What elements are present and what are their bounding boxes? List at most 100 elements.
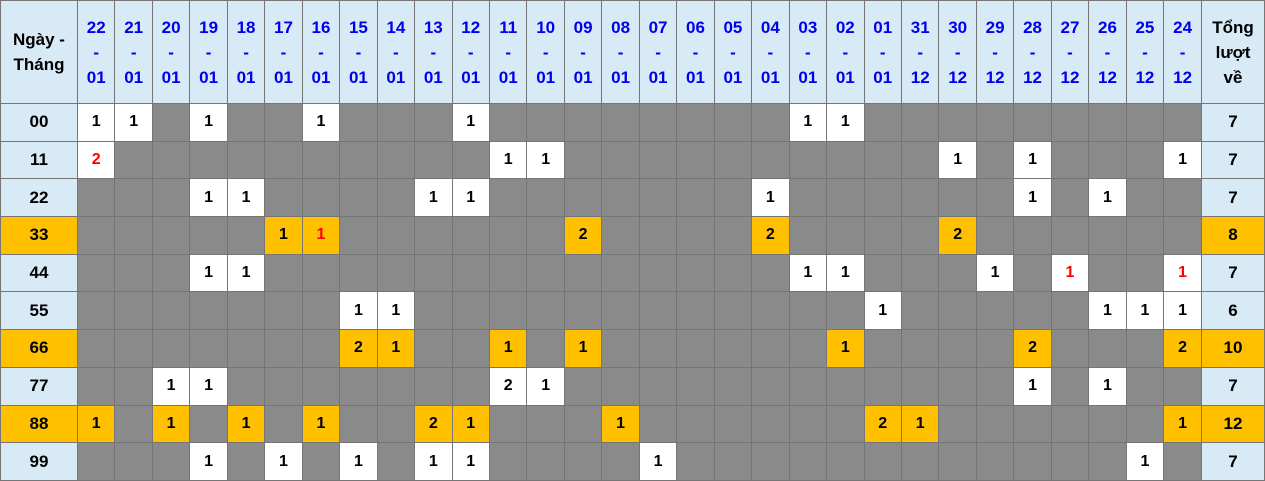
empty-cell-99-09-01 [563, 442, 603, 481]
date-header-text: 10 [536, 17, 556, 37]
date-header-20-01[interactable]: 20 - 01 [151, 0, 191, 104]
empty-cell-55-13-01 [414, 291, 453, 331]
empty-cell-66-12-01 [451, 329, 490, 368]
value-cell-33-17-01: 1 [264, 216, 303, 255]
date-header-text: 01 [124, 67, 144, 87]
date-header-05-01[interactable]: 05 - 01 [713, 0, 753, 104]
date-header-text: 01 [161, 67, 181, 87]
total-header-line2: lượt [1215, 42, 1251, 62]
date-header-text: 12 [1135, 67, 1155, 87]
value-cell-22-04-01: 1 [751, 178, 790, 218]
date-header-02-01[interactable]: 02 - 01 [826, 0, 865, 104]
value-cell-00-12-01: 1 [451, 103, 490, 142]
date-header-03-01[interactable]: 03 - 01 [788, 0, 828, 104]
date-header-text: 22 [86, 17, 106, 37]
date-header-text: 01 [573, 67, 593, 87]
date-header-30-12[interactable]: 30 - 12 [938, 0, 977, 104]
value-cell-66-15-01: 2 [339, 329, 378, 368]
date-header-09-01[interactable]: 09 - 01 [563, 0, 603, 104]
date-header-text: - [93, 42, 100, 62]
empty-cell-44-11-01 [488, 253, 528, 293]
date-header-14-01[interactable]: 14 - 01 [376, 0, 416, 104]
empty-cell-22-25-12 [1125, 178, 1165, 218]
date-header-17-01[interactable]: 17 - 01 [264, 0, 303, 104]
date-header-text: 24 [1173, 17, 1193, 37]
empty-cell-44-13-01 [414, 253, 453, 293]
date-header-text: 12 [461, 17, 481, 37]
date-header-01-01[interactable]: 01 - 01 [863, 0, 902, 104]
date-header-29-12[interactable]: 29 - 12 [975, 0, 1015, 104]
empty-cell-33-13-01 [414, 216, 453, 255]
empty-cell-88-28-12 [1013, 404, 1052, 444]
date-header-08-01[interactable]: 08 - 01 [601, 0, 640, 104]
empty-cell-44-25-12 [1125, 253, 1165, 293]
empty-cell-22-30-12 [938, 178, 977, 218]
empty-cell-44-28-12 [1013, 253, 1052, 293]
row-label-22: 22 [0, 178, 78, 218]
date-header-28-12[interactable]: 28 - 12 [1013, 0, 1052, 104]
empty-cell-99-26-12 [1088, 442, 1127, 481]
empty-cell-77-24-12 [1163, 366, 1202, 406]
row-label-99: 99 [0, 442, 78, 481]
empty-cell-99-10-01 [526, 442, 565, 481]
date-header-18-01[interactable]: 18 - 01 [226, 0, 266, 104]
date-header-text: - [393, 42, 399, 62]
pair-row-00: 00 1 1 1 1 1 1 1 7 [0, 103, 1265, 142]
date-header-27-12[interactable]: 27 - 12 [1050, 0, 1090, 104]
empty-cell-88-25-12 [1125, 404, 1165, 444]
empty-cell-99-22-01 [76, 442, 116, 481]
empty-cell-55-19-01 [189, 291, 228, 331]
date-header-text: - [280, 42, 287, 62]
date-header-24-12[interactable]: 24 - 12 [1163, 0, 1202, 104]
empty-cell-11-26-12 [1088, 140, 1127, 180]
empty-cell-22-03-01 [788, 178, 828, 218]
empty-cell-66-29-12 [975, 329, 1015, 368]
date-header-06-01[interactable]: 06 - 01 [676, 0, 715, 104]
date-header-31-12[interactable]: 31 - 12 [900, 0, 940, 104]
empty-cell-11-19-01 [189, 140, 228, 180]
value-cell-44-02-01: 1 [826, 253, 865, 293]
empty-cell-77-16-01 [301, 366, 341, 406]
empty-cell-33-02-01 [826, 216, 865, 255]
date-header-22-01[interactable]: 22 - 01 [76, 0, 116, 104]
date-header-text: 13 [423, 17, 443, 37]
empty-cell-99-11-01 [488, 442, 528, 481]
date-header-text: 01 [873, 17, 893, 37]
date-header-16-01[interactable]: 16 - 01 [301, 0, 341, 104]
date-header-text: 02 [835, 17, 855, 37]
empty-cell-55-30-12 [938, 291, 977, 331]
empty-cell-22-11-01 [488, 178, 528, 218]
empty-cell-77-09-01 [563, 366, 603, 406]
empty-cell-66-10-01 [526, 329, 565, 368]
date-header-07-01[interactable]: 07 - 01 [638, 0, 678, 104]
date-header-text: 01 [873, 67, 893, 87]
pair-row-33: 33 1 1 2 2 2 8 [0, 216, 1265, 255]
date-header-text: 04 [760, 17, 780, 37]
date-header-12-01[interactable]: 12 - 01 [451, 0, 490, 104]
date-header-10-01[interactable]: 10 - 01 [526, 0, 565, 104]
date-header-text: 09 [573, 17, 593, 37]
value-cell-66-28-12: 2 [1013, 329, 1052, 368]
date-header-13-01[interactable]: 13 - 01 [414, 0, 453, 104]
date-header-11-01[interactable]: 11 - 01 [488, 0, 528, 104]
date-header-04-01[interactable]: 04 - 01 [751, 0, 790, 104]
empty-cell-22-10-01 [526, 178, 565, 218]
empty-cell-66-26-12 [1088, 329, 1127, 368]
date-header-text: 18 [236, 17, 256, 37]
date-header-15-01[interactable]: 15 - 01 [339, 0, 378, 104]
value-cell-77-20-01: 1 [151, 366, 191, 406]
empty-cell-88-15-01 [339, 404, 378, 444]
date-header-25-12[interactable]: 25 - 12 [1125, 0, 1165, 104]
date-header-26-12[interactable]: 26 - 12 [1088, 0, 1127, 104]
empty-cell-00-06-01 [676, 103, 715, 142]
empty-cell-33-06-01 [676, 216, 715, 255]
empty-cell-00-10-01 [526, 103, 565, 142]
value-cell-55-26-12: 1 [1088, 291, 1127, 331]
date-header-19-01[interactable]: 19 - 01 [189, 0, 228, 104]
empty-cell-55-03-01 [788, 291, 828, 331]
empty-cell-88-21-01 [114, 404, 153, 444]
empty-cell-99-08-01 [601, 442, 640, 481]
empty-cell-77-22-01 [76, 366, 116, 406]
date-header-21-01[interactable]: 21 - 01 [114, 0, 153, 104]
value-cell-44-27-12: 1 [1050, 253, 1090, 293]
